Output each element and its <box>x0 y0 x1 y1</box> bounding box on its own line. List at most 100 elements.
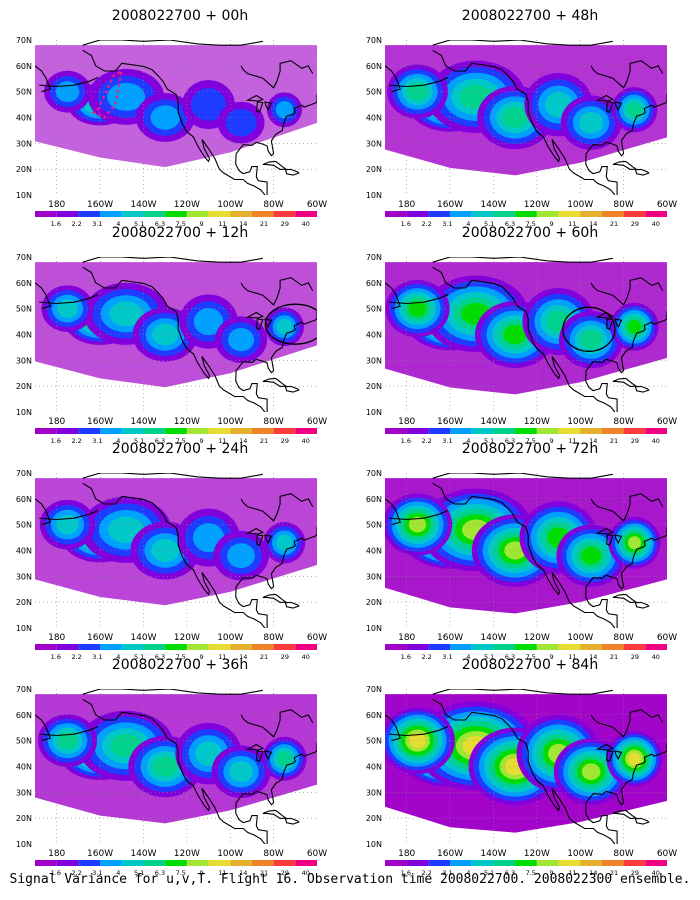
colorbar-level-label: 9 <box>550 220 554 228</box>
lon-tick-label: 60W <box>657 200 677 210</box>
variance-contour-shading <box>109 301 144 327</box>
colorbar-level-label: 6.3 <box>155 220 165 228</box>
panel-title: 2008022700 + 72h <box>461 441 599 457</box>
colorbar-swatch <box>601 428 624 434</box>
colorbar-level-label: 5.1 <box>484 220 494 228</box>
lon-tick-label: 60W <box>307 417 327 427</box>
colorbar-level-label: 7.5 <box>526 869 536 877</box>
lon-tick-label: 120W <box>174 849 200 859</box>
variance-contour-shading <box>628 752 641 765</box>
colorbar-level-label: 6.3 <box>155 437 165 445</box>
colorbar-swatch <box>385 860 407 866</box>
lat-tick-label: 70N <box>366 685 382 694</box>
lon-tick-label: 140W <box>130 200 156 210</box>
colorbar-swatch <box>208 428 231 434</box>
colorbar-level-label: 1.6 <box>51 869 61 877</box>
colorbar-swatch <box>100 644 122 650</box>
lon-tick-label: 160W <box>87 200 113 210</box>
lon-tick-label: 180 <box>398 417 415 427</box>
colorbar-level-label: 9 <box>200 437 204 445</box>
lon-tick-label: 120W <box>524 417 550 427</box>
lat-tick-label: 40N <box>366 547 382 556</box>
colorbar-swatch <box>515 860 537 866</box>
lon-tick-label: 60W <box>307 200 327 210</box>
colorbar-swatch <box>645 428 667 434</box>
lat-tick-label: 40N <box>16 331 32 340</box>
lat-tick-label: 20N <box>366 382 382 391</box>
lon-tick-label: 60W <box>657 849 677 859</box>
colorbar-level-label: 14 <box>239 220 247 228</box>
lat-tick-label: 10N <box>366 840 382 849</box>
lat-tick-label: 50N <box>16 737 32 746</box>
colorbar-swatch <box>78 211 101 217</box>
map-panel-p60: 2008022700 + 60h 70N 60N 50N 40N 30N 20N 10N 180… <box>350 225 680 445</box>
colorbar-swatch <box>35 211 57 217</box>
lon-tick-label: 180 <box>398 200 415 210</box>
lat-tick-label: 60N <box>16 62 32 71</box>
colorbar-level-label: 29 <box>631 653 639 661</box>
lon-tick-label: 80W <box>263 200 283 210</box>
colorbar-swatch <box>515 211 537 217</box>
colorbar-swatch <box>251 860 274 866</box>
colorbar-swatch <box>536 644 559 650</box>
coastlines <box>35 689 317 844</box>
lat-tick-label: 70N <box>366 469 382 478</box>
panel-title: 2008022700 + 60h <box>461 225 599 241</box>
colorbar-level-label: 14 <box>589 437 597 445</box>
colorbar-swatch <box>601 644 624 650</box>
colorbar-level-label: 14 <box>239 437 247 445</box>
lat-tick-label: 70N <box>16 253 32 262</box>
colorbar-level-label: 6.3 <box>505 437 515 445</box>
colorbar-level-label: 3.1 <box>92 437 102 445</box>
colorbar-swatch <box>623 428 646 434</box>
colorbar-level-label: 14 <box>589 653 597 661</box>
colorbar-swatch <box>100 860 122 866</box>
lon-tick-label: 140W <box>130 633 156 643</box>
colorbar-level-label: 6.3 <box>505 220 515 228</box>
colorbar-swatch <box>601 211 624 217</box>
colorbar-level-label: 5.1 <box>484 653 494 661</box>
variance-contour-shading <box>578 111 604 134</box>
colorbar-swatch <box>428 860 451 866</box>
colorbar-swatch <box>186 644 209 650</box>
variance-contour-shading <box>229 761 253 783</box>
colorbar-swatch <box>143 644 166 650</box>
colorbar-swatch <box>56 211 79 217</box>
lat-tick-label: 20N <box>16 165 32 174</box>
variance-map: 70N 60N 50N 40N 30N 20N 10N 180 160W 140W 120W 100W… <box>366 36 677 228</box>
colorbar-swatch <box>121 211 144 217</box>
colorbar-level-label: 5.1 <box>484 869 494 877</box>
colorbar-swatch <box>580 860 602 866</box>
colorbar-level-label: 2.2 <box>421 869 431 877</box>
variance-contour-shading <box>150 105 180 130</box>
colorbar-swatch <box>78 428 101 434</box>
lon-tick-label: 80W <box>263 849 283 859</box>
lat-tick-label: 20N <box>366 814 382 823</box>
colorbar-level-label: 1.6 <box>401 220 411 228</box>
colorbar-level-label: 9 <box>200 869 204 877</box>
variance-contour-shading <box>276 319 293 335</box>
colorbar-swatch <box>100 428 122 434</box>
colorbar-swatch <box>230 644 252 650</box>
lon-tick-label: 80W <box>613 417 633 427</box>
lon-tick-label: 100W <box>217 417 243 427</box>
colorbar-level-label: 11 <box>218 220 226 228</box>
colorbar-level-label: 1.6 <box>51 220 61 228</box>
colorbar-swatch <box>558 860 581 866</box>
colorbar-swatch <box>471 860 494 866</box>
colorbar-level-label: 40 <box>652 653 660 661</box>
lat-tick-label: 30N <box>366 788 382 797</box>
lat-tick-label: 10N <box>16 191 32 200</box>
lon-tick-label: 100W <box>567 417 593 427</box>
variance-contour-shading <box>275 101 294 119</box>
variance-contour-shading <box>193 308 224 336</box>
variance-contour-shading <box>277 751 292 767</box>
tracked-signal-circle <box>562 306 616 352</box>
colorbar-level-label: 4 <box>116 869 120 877</box>
panel-title: 2008022700 + 84h <box>461 657 599 673</box>
lat-tick-label: 60N <box>366 279 382 288</box>
variance-contour-shading <box>152 323 179 346</box>
colorbar-level-label: 4 <box>116 653 120 661</box>
colorbar-level-label: 2.2 <box>421 220 431 228</box>
lon-tick-label: 140W <box>130 417 156 427</box>
